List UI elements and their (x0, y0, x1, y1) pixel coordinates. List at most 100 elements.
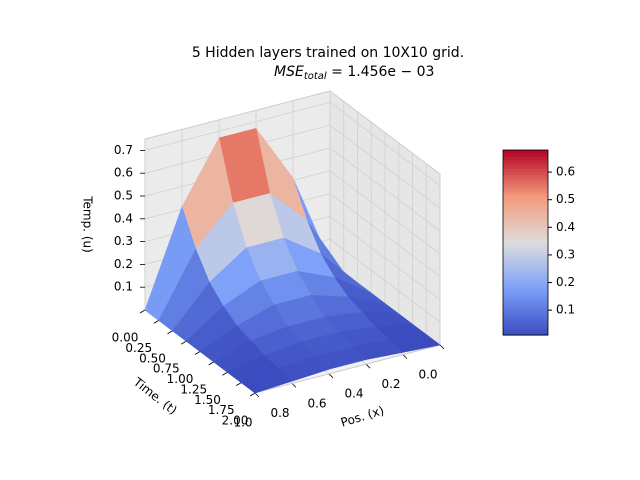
colorbar-frame (502, 149, 549, 336)
x-tick-label: 0.6 (307, 396, 326, 410)
tick-mark (139, 309, 146, 314)
colorbar-segment (503, 307, 548, 311)
colorbar-tick-label: 0.6 (556, 165, 575, 179)
colorbar-segment (503, 159, 548, 163)
tick-mark (254, 392, 260, 398)
chart-subtitle: MSEtotal = 1.456e − 03 (274, 64, 434, 82)
colorbar-segment (503, 328, 548, 333)
colorbar-segment (503, 322, 548, 327)
grid-line (254, 344, 441, 394)
tick-mark (181, 340, 187, 345)
x-tick-label: 0.4 (344, 387, 363, 401)
colorbar-segment (503, 298, 548, 302)
tick-mark (328, 373, 334, 379)
grid-line (329, 193, 441, 277)
colorbar-segment (503, 177, 548, 182)
colorbar-segment (503, 301, 548, 305)
colorbar-segment (503, 214, 548, 219)
colorbar-segment (503, 248, 548, 253)
tick-mark (291, 383, 297, 388)
colorbar-segment (503, 162, 548, 167)
z-tick-label: 0.1 (114, 280, 133, 294)
colorbar-segment (503, 193, 548, 197)
colorbar-segment (503, 276, 548, 281)
colorbar-segment (503, 202, 548, 207)
colorbar-segment (503, 208, 548, 213)
tick-mark (222, 371, 228, 376)
colorbar-segment (503, 270, 548, 274)
colorbar-segment (503, 245, 548, 250)
colorbar-segment (503, 239, 548, 244)
y-tick-label: 0.75 (153, 362, 180, 376)
subtitle-sub: total (304, 71, 327, 82)
x-tick-label: 0.2 (381, 377, 400, 391)
colorbar-segment (503, 279, 548, 284)
colorbar-segment (503, 304, 548, 308)
y-tick-label: 1.75 (208, 403, 235, 417)
colorbar-segment (503, 171, 548, 176)
colorbar-segment (503, 291, 548, 296)
colorbar-segment (503, 168, 548, 173)
grid-line (329, 102, 441, 186)
tick-mark (208, 361, 214, 366)
colorbar-segment (503, 150, 548, 154)
subtitle-main: MSE (274, 64, 304, 80)
y-tick-label: 0.00 (112, 331, 139, 345)
x-tick-label: 1.0 (233, 416, 252, 430)
colorbar-segment (503, 325, 548, 330)
colorbar-segment (503, 267, 548, 271)
colorbar-segment (503, 282, 548, 287)
colorbar-segment (503, 165, 548, 170)
tick-mark (153, 320, 159, 324)
x-axis-label: Pos. (x) (339, 403, 386, 429)
grid-line (329, 170, 441, 255)
colorbar-segment (503, 199, 548, 204)
z-axis-label: Temp. (u) (81, 195, 95, 253)
colorbar-tick-label: 0.5 (556, 192, 575, 206)
colorbar-segment (503, 174, 548, 179)
grid-line (329, 238, 441, 323)
colorbar-segment (503, 233, 548, 237)
z-tick-label: 0.6 (114, 166, 133, 180)
tick-mark (439, 344, 445, 350)
colorbar-segment (503, 183, 548, 188)
colorbar-segment (503, 187, 548, 191)
y-tick-label: 0.50 (139, 351, 166, 365)
colorbar-segment (503, 224, 548, 228)
colorbar-tick-label: 0.2 (556, 275, 575, 289)
colorbar-tick-label: 0.4 (556, 220, 575, 234)
tick-mark (365, 363, 371, 369)
z-tick-label: 0.4 (114, 211, 133, 225)
colorbar-segment (503, 196, 548, 200)
y-tick-label: 1.25 (180, 382, 207, 396)
tick-mark (167, 330, 173, 335)
chart-title: 5 Hidden layers trained on 10X10 grid. (192, 45, 464, 61)
colorbar-segment (503, 156, 548, 160)
colorbar-segment (503, 294, 548, 299)
colorbar-segment (503, 254, 548, 259)
colorbar-segment (503, 261, 548, 265)
colorbar-segment (503, 273, 548, 278)
colorbar-segment (503, 236, 548, 241)
colorbar-segment (503, 220, 548, 225)
y-tick-label: 1.00 (167, 372, 194, 386)
z-tick-label: 0.3 (114, 234, 133, 248)
x-tick-label: 0.8 (270, 406, 289, 420)
colorbar-segment (503, 205, 548, 210)
z-tick-label: 0.2 (114, 257, 133, 271)
grid-line (329, 147, 441, 232)
colorbar-segment (503, 227, 548, 231)
colorbar-segment (503, 251, 548, 256)
colorbar-segment (503, 180, 548, 185)
colorbar-segment (503, 313, 548, 318)
colorbar-segment (503, 217, 548, 222)
grid-line (144, 102, 331, 151)
colorbar-segment (503, 153, 548, 157)
y-tick-label: 2.00 (222, 414, 249, 428)
z-tick-label: 0.7 (114, 143, 133, 157)
y-tick-label: 0.25 (125, 341, 152, 355)
colorbar-segment (503, 316, 548, 321)
colorbar-tick-label: 0.1 (556, 303, 575, 317)
colorbar-segment (503, 242, 548, 247)
surface-cell (240, 368, 293, 394)
